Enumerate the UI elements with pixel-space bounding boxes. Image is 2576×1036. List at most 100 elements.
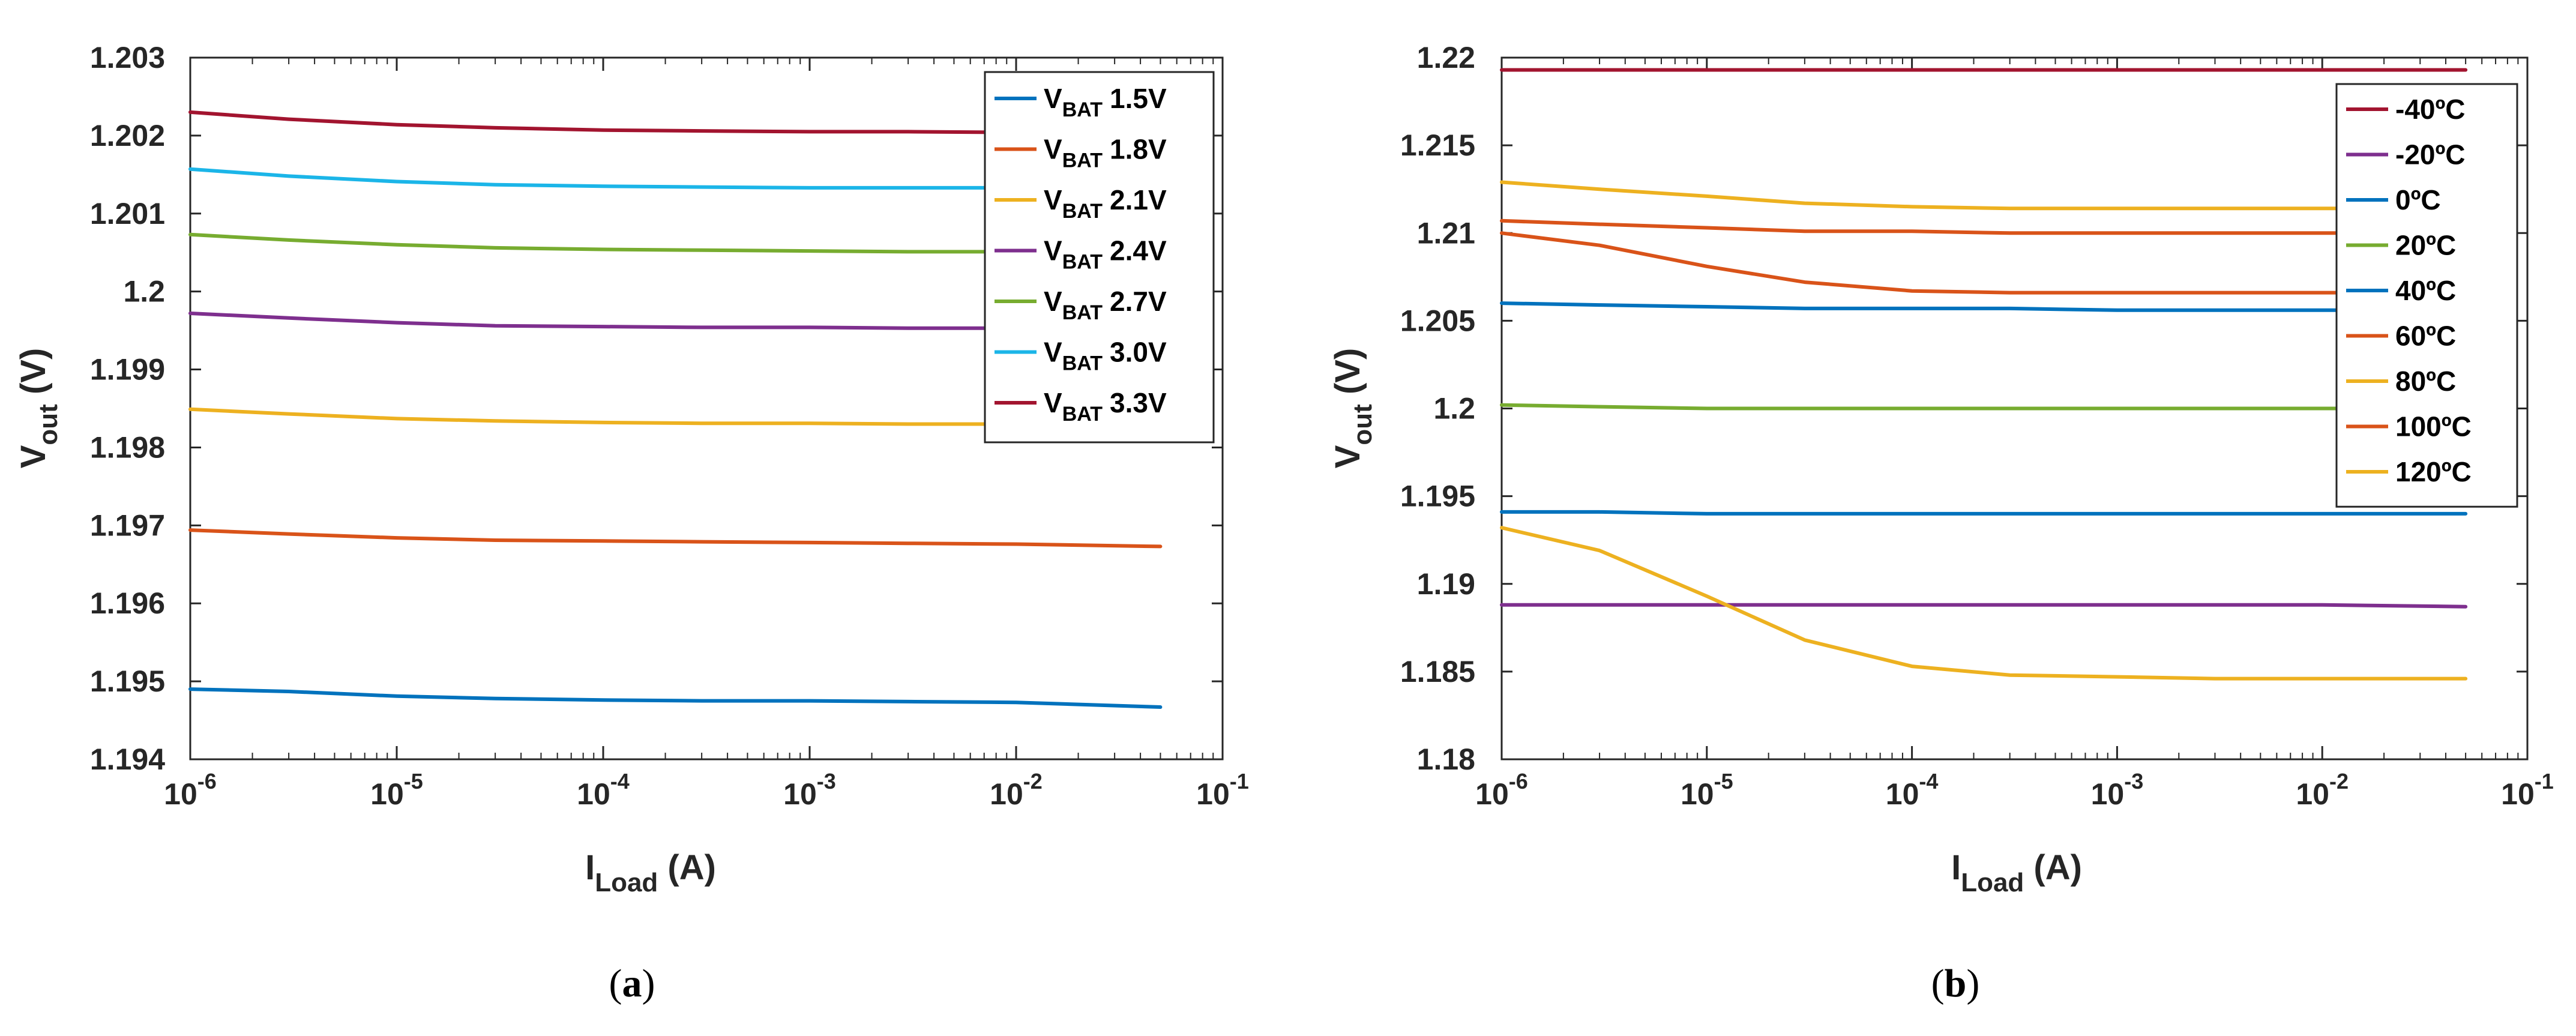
y-label-sub: out — [34, 404, 63, 445]
x-tick-label: 10-6 — [1475, 769, 1528, 811]
series-line-4 — [188, 312, 1163, 331]
y-tick-label: 1.205 — [1400, 304, 1475, 337]
legend: -40ºC -20ºC 0ºC 20ºC 40ºC 60ºC 80ºC 100ºC 120ºC — [2335, 83, 2518, 508]
y-tick-label: 1.195 — [1400, 480, 1475, 513]
legend-subscript: BAT — [1062, 200, 1103, 223]
x-tick-label: 10-1 — [2501, 769, 2554, 811]
x-tick-exponent: -5 — [1714, 769, 1733, 794]
x-tick-base: 10 — [370, 777, 404, 811]
chart-panel-b: 1.18 1.185 1.19 1.195 1.2 1.205 1.21 1.215 1.22 1… — [1328, 41, 2554, 897]
caption-b-label: b — [1945, 962, 1967, 1005]
legend-label: 2.4V — [1110, 235, 1167, 267]
legend-label: 2.1V — [1110, 184, 1167, 215]
legend-subscript: BAT — [1062, 352, 1103, 375]
legend-entry-3: VBAT 2.1V — [1044, 184, 1167, 223]
y-tick-label: 1.22 — [1417, 41, 1475, 74]
legend-label: 0ºC — [2395, 184, 2441, 215]
y-tick-label: 1.199 — [90, 353, 165, 387]
y-tick-label: 1.19 — [1417, 567, 1475, 601]
legend-entry-2: -20ºC — [2395, 139, 2466, 170]
x-tick-base: 10 — [2296, 777, 2329, 811]
series-line-3 — [188, 407, 1163, 426]
x-tick-base: 10 — [1475, 777, 1509, 811]
x-label-sub: Load — [1961, 868, 2024, 897]
legend-entry-5: VBAT 2.7V — [1044, 286, 1167, 324]
legend-subscript: BAT — [1062, 301, 1103, 324]
y-tick-label: 1.202 — [90, 119, 165, 152]
x-tick-label: 10-4 — [1886, 769, 1939, 811]
x-tick-exponent: -2 — [2329, 769, 2349, 794]
legend-label: 1.8V — [1110, 134, 1167, 165]
legend-entry-3: 0ºC — [2395, 184, 2441, 215]
caption-b-open: ( — [1931, 962, 1945, 1005]
x-tick-base: 10 — [577, 777, 610, 811]
y-label-unit: (V) — [14, 348, 53, 404]
legend-prefix: V — [1044, 337, 1062, 368]
x-tick-exponent: -5 — [404, 769, 423, 794]
legend-entry-4: VBAT 2.4V — [1044, 235, 1167, 274]
y-tick-label: 1.197 — [90, 508, 165, 542]
x-tick-exponent: -3 — [817, 769, 836, 794]
caption-a: (a) — [609, 962, 655, 1005]
caption-a-open: ( — [609, 962, 622, 1005]
legend-entry-1: -40ºC — [2395, 94, 2466, 125]
series-line-6 — [188, 167, 1163, 191]
legend-entry-1: VBAT 1.5V — [1044, 83, 1167, 121]
y-tick-label: 1.2 — [1433, 392, 1475, 426]
legend-subscript: BAT — [1062, 98, 1103, 121]
y-tick-label: 1.194 — [90, 742, 165, 776]
y-tick-label: 1.18 — [1417, 742, 1475, 776]
legend-label: 40ºC — [2395, 275, 2456, 306]
series-line-2 — [1500, 603, 2468, 609]
legend-label: 3.0V — [1110, 337, 1167, 368]
legend-label: 2.7V — [1110, 286, 1167, 317]
y-tick-label: 1.201 — [90, 197, 165, 230]
series-line-2 — [188, 528, 1163, 549]
x-tick-base: 10 — [2091, 777, 2125, 811]
x-tick-base: 10 — [783, 777, 817, 811]
y-label-unit: (V) — [1328, 348, 1367, 404]
series-line-6 — [1500, 218, 2468, 235]
y-label-main: V — [14, 445, 53, 468]
x-label-main: I — [585, 848, 595, 887]
x-tick-label: 10-5 — [1681, 769, 1733, 811]
x-tick-label: 10-4 — [577, 769, 630, 811]
legend-label: 120ºC — [2395, 456, 2472, 487]
caption-b-close: ) — [1966, 962, 1979, 1005]
legend-subscript: BAT — [1062, 149, 1103, 172]
series-line-7 — [188, 110, 1163, 134]
caption-a-close: ) — [642, 962, 655, 1005]
y-label-main: V — [1328, 445, 1367, 468]
legend-prefix: V — [1044, 184, 1062, 215]
caption-b: (b) — [1931, 962, 1980, 1005]
legend-entry-7: 80ºC — [2395, 366, 2456, 397]
x-tick-label: 10-6 — [164, 769, 217, 811]
caption-a-label: a — [622, 962, 642, 1005]
x-tick-label: 10-2 — [2296, 769, 2349, 811]
y-label-sub: out — [1348, 404, 1377, 445]
legend-entry-2: VBAT 1.8V — [1044, 134, 1167, 172]
x-tick-exponent: -1 — [1230, 769, 1249, 794]
y-tick-label: 1.215 — [1400, 128, 1475, 162]
x-tick-base: 10 — [990, 777, 1023, 811]
y-tick-label: 1.196 — [90, 586, 165, 620]
x-tick-exponent: -4 — [610, 769, 630, 794]
series-line-5 — [1500, 301, 2468, 312]
legend-label: 100ºC — [2395, 411, 2472, 442]
y-axis-label: Vout (V) — [1328, 348, 1377, 469]
legend-prefix: V — [1044, 134, 1062, 165]
legend-prefix: V — [1044, 286, 1062, 317]
x-label-unit: (A) — [658, 848, 716, 887]
legend-label: 80ºC — [2395, 366, 2456, 397]
x-tick-exponent: -6 — [1509, 769, 1528, 794]
legend-entry-6: 60ºC — [2395, 321, 2456, 352]
y-tick-label: 1.195 — [90, 664, 165, 698]
x-tick-exponent: -4 — [1919, 769, 1938, 794]
legend-prefix: V — [1044, 387, 1062, 418]
series-line-3 — [1500, 510, 2468, 516]
x-tick-base: 10 — [1886, 777, 1919, 811]
chart-panel-a: 1.194 1.195 1.196 1.197 1.198 1.199 1.2 1.201 1.… — [14, 41, 1249, 897]
legend-entry-7: VBAT 3.3V — [1044, 387, 1167, 426]
